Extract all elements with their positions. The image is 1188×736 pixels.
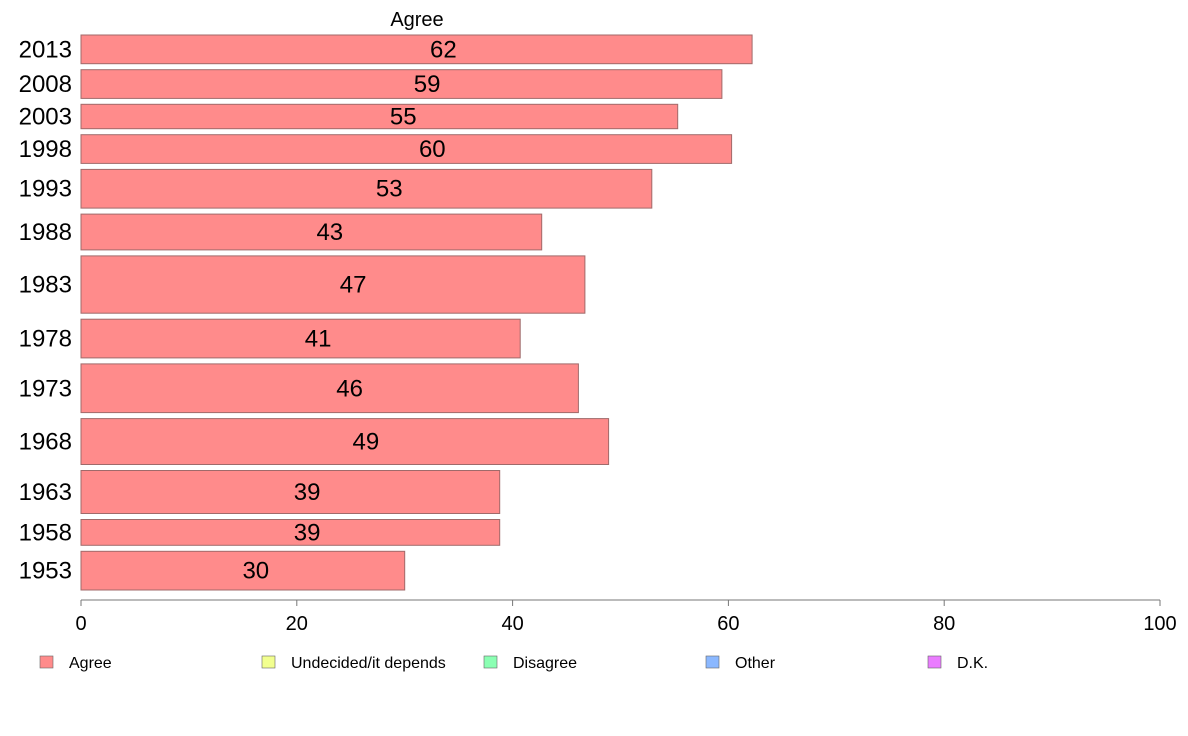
- data-label-2003: 55: [390, 104, 417, 131]
- x-tick-label-80: 80: [933, 613, 955, 635]
- legend-label-1: Undecided/it depends: [291, 655, 446, 672]
- data-label-1963: 39: [294, 479, 321, 506]
- x-tick-label-20: 20: [286, 613, 308, 635]
- data-label-1958: 39: [294, 519, 321, 546]
- data-label-1968: 49: [353, 429, 380, 456]
- data-label-1953: 30: [242, 558, 269, 585]
- legend-swatch-0: [39, 655, 54, 669]
- x-tick-label-40: 40: [501, 613, 523, 635]
- category-label-2013: 2013: [19, 36, 72, 63]
- category-label-1988: 1988: [19, 219, 72, 246]
- data-label-1973: 46: [336, 375, 363, 402]
- bar-1983: [80, 255, 586, 314]
- bar-1988: [80, 213, 543, 251]
- legend-swatch-2: [483, 655, 498, 669]
- bar-2013: [80, 34, 753, 65]
- bar-1978: [80, 318, 521, 359]
- category-label-2008: 2008: [19, 71, 72, 98]
- bar-1963: [80, 470, 501, 514]
- legend-swatch-4: [927, 655, 942, 669]
- category-label-2003: 2003: [19, 104, 72, 131]
- category-label-1953: 1953: [19, 558, 72, 585]
- data-label-2008: 59: [414, 71, 441, 98]
- legend-swatch-3: [705, 655, 720, 669]
- data-label-2013: 62: [430, 36, 457, 63]
- legend-label-2: Disagree: [513, 655, 577, 672]
- data-label-1978: 41: [305, 326, 332, 353]
- legend: Agree Undecided/it depends Disagree Other D.…: [39, 655, 988, 672]
- bar-1973: [80, 363, 579, 414]
- bars: 2013 62 2008 59 2003 55 1998 60 1993 53 1988 43 1983…: [19, 34, 753, 591]
- bar-1968: [80, 418, 610, 466]
- data-label-1983: 47: [340, 272, 367, 299]
- legend-swatch-1: [261, 655, 276, 669]
- legend-label-0: Agree: [69, 655, 112, 672]
- category-label-1973: 1973: [19, 375, 72, 402]
- category-label-1998: 1998: [19, 136, 72, 163]
- data-label-1988: 43: [316, 219, 343, 246]
- data-label-1998: 60: [419, 136, 446, 163]
- legend-label-4: D.K.: [957, 655, 988, 672]
- x-axis: 0 20 40 60 80 100: [75, 599, 1177, 635]
- panel-title: Agree: [390, 9, 443, 31]
- bar-1998: [80, 134, 733, 164]
- bar-1958: [80, 519, 501, 546]
- bar-2003: [80, 103, 679, 130]
- category-label-1958: 1958: [19, 519, 72, 546]
- bar-1953: [80, 550, 406, 591]
- category-label-1983: 1983: [19, 272, 72, 299]
- x-tick-label-60: 60: [717, 613, 739, 635]
- bar-1993: [80, 168, 653, 209]
- bar-2008: [80, 69, 723, 99]
- category-label-1968: 1968: [19, 429, 72, 456]
- legend-label-3: Other: [735, 655, 776, 672]
- x-tick-label-100: 100: [1143, 613, 1176, 635]
- category-label-1978: 1978: [19, 326, 72, 353]
- category-label-1993: 1993: [19, 176, 72, 203]
- x-tick-label-0: 0: [75, 613, 86, 635]
- category-label-1963: 1963: [19, 479, 72, 506]
- data-label-1993: 53: [376, 176, 403, 203]
